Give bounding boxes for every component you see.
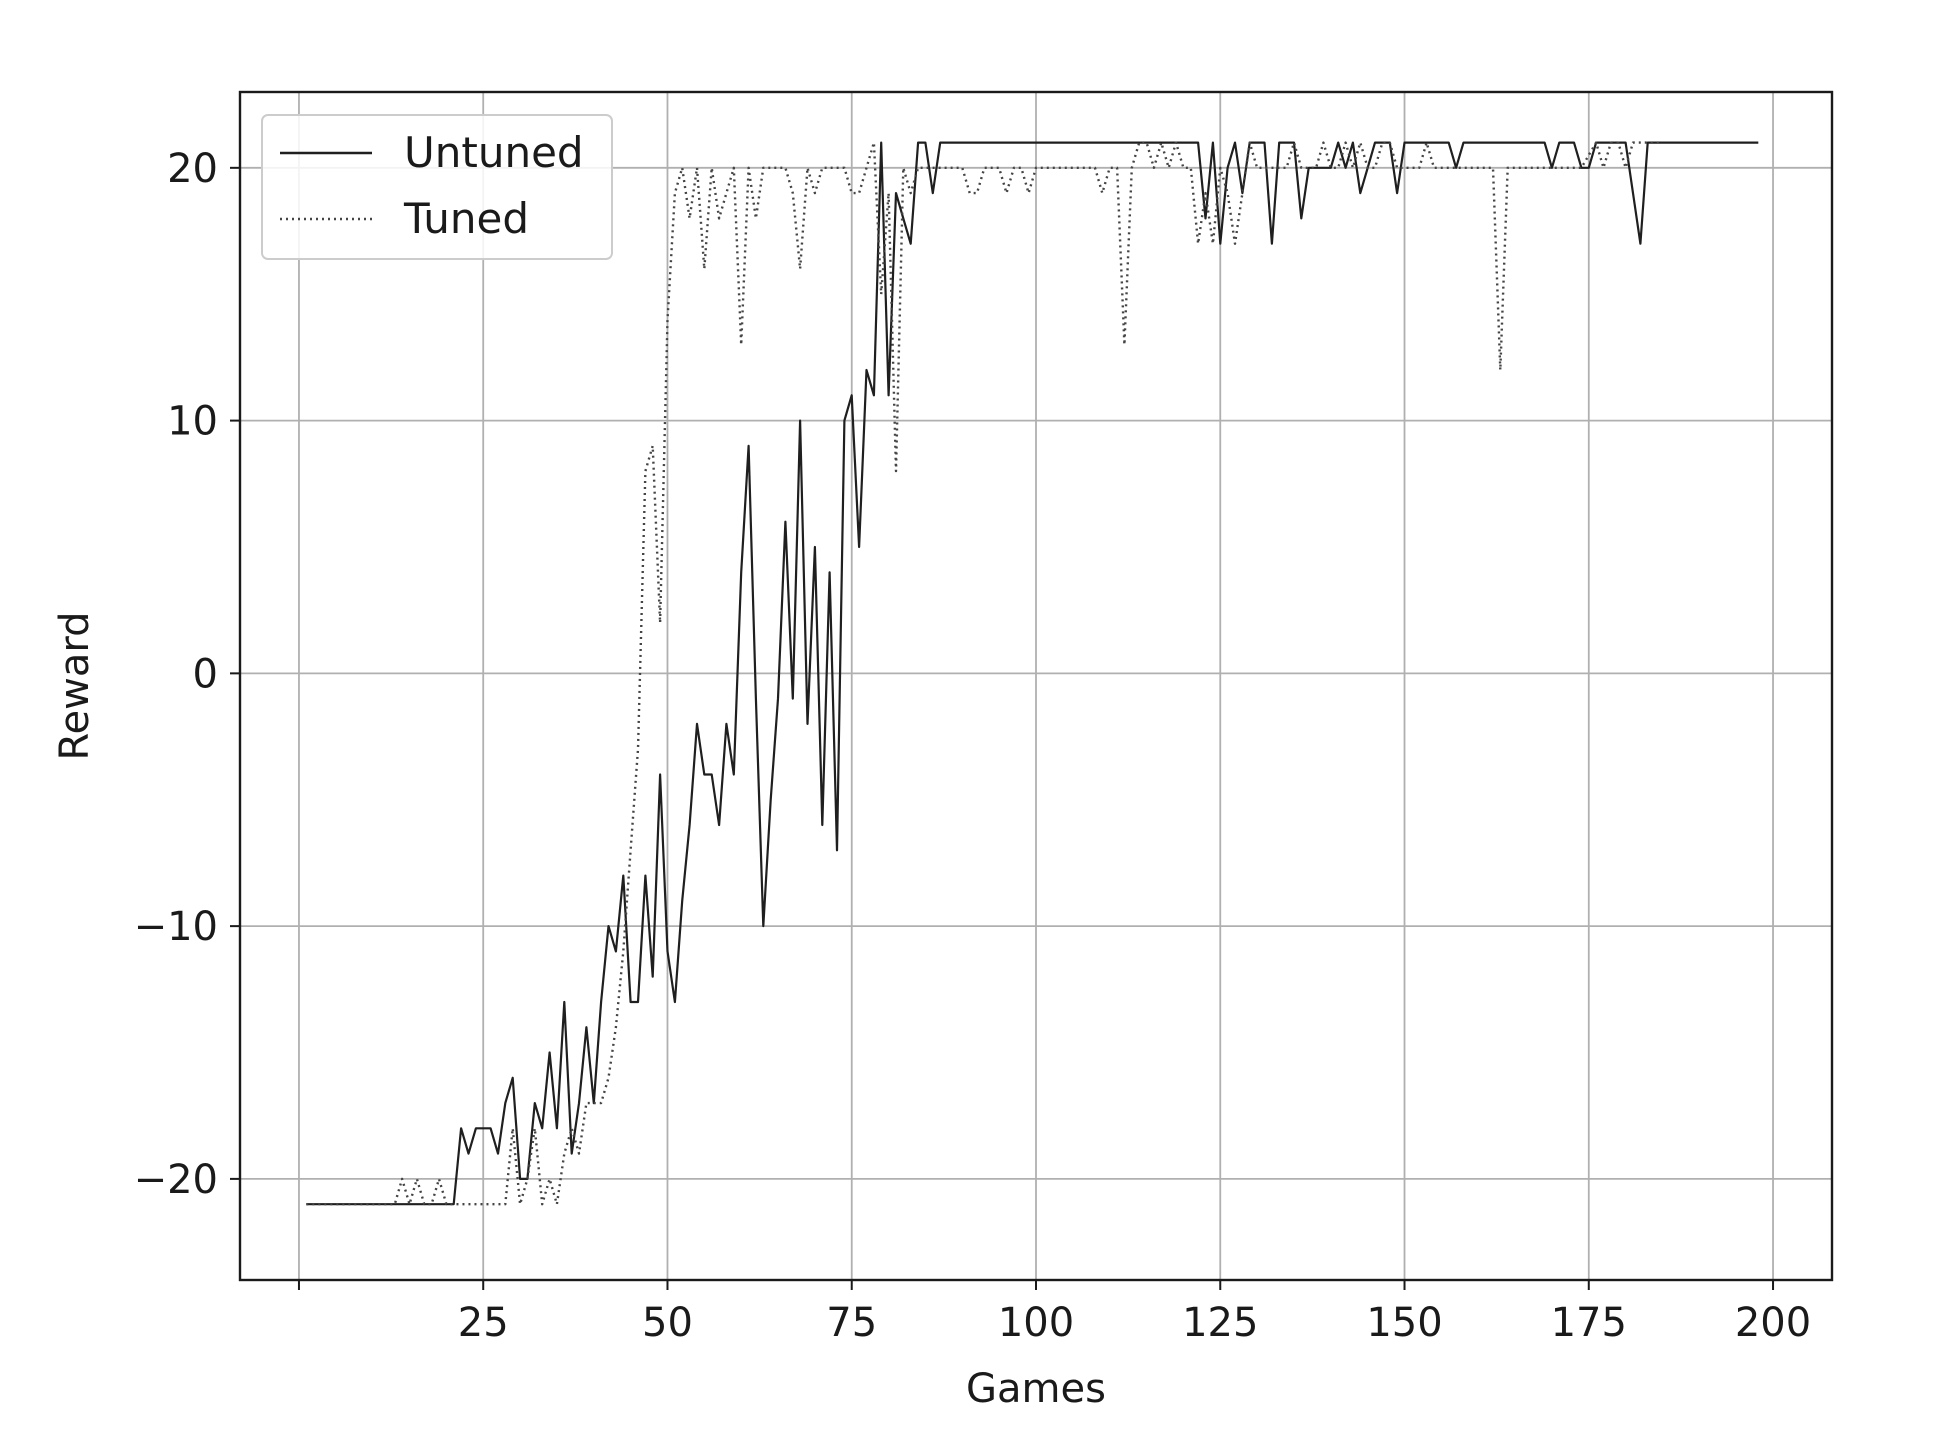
x-tick-label: 125 — [1182, 1300, 1258, 1346]
y-tick-label: 10 — [167, 399, 218, 445]
x-tick-label: 150 — [1366, 1300, 1442, 1346]
y-tick-label: −10 — [134, 904, 218, 950]
x-tick-label: 75 — [826, 1300, 877, 1346]
y-axis-label: Reward — [52, 612, 98, 761]
legend-label-tuned: Tuned — [403, 194, 529, 243]
legend-label-untuned: Untuned — [404, 128, 584, 177]
x-tick-label: 100 — [998, 1300, 1074, 1346]
y-tick-label: 20 — [167, 146, 218, 192]
x-tick-label: 25 — [458, 1300, 509, 1346]
y-tick-label: 0 — [193, 651, 218, 697]
y-tick-label: −20 — [134, 1157, 218, 1203]
legend-box — [261, 114, 613, 260]
series-line-tuned — [306, 141, 1663, 1206]
x-tick-label: 50 — [642, 1300, 693, 1346]
axis-ticks: 25 50 75 100 125 150 175 200 −20 −10 0 10 20 — [134, 146, 1812, 1346]
x-tick-label: 200 — [1735, 1300, 1811, 1346]
series-line-untuned — [306, 141, 1759, 1206]
x-axis-label: Games — [966, 1366, 1106, 1412]
legend: Untuned Tuned — [261, 114, 613, 260]
series-lines — [306, 141, 1759, 1206]
x-tick-label: 175 — [1551, 1300, 1627, 1346]
